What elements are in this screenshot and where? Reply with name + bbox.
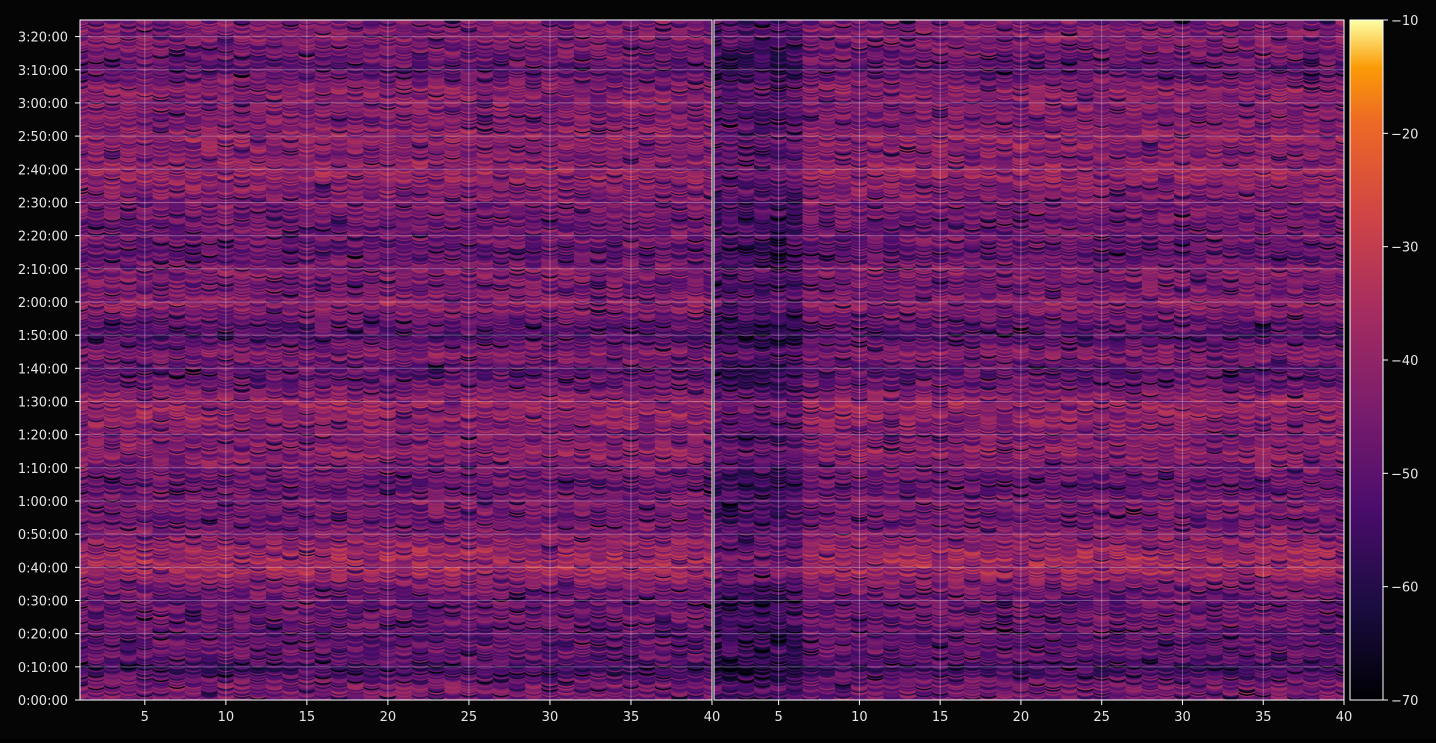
heatmap-panel-1 — [80, 20, 712, 700]
